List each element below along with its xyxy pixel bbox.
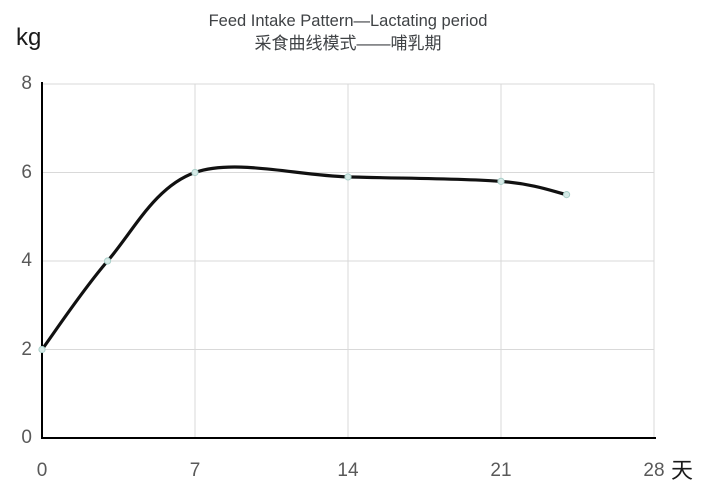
data-point-marker: [344, 173, 352, 181]
y-axis-unit-label: kg: [16, 24, 42, 51]
data-point-marker: [497, 177, 505, 185]
y-tick-label: 8: [21, 73, 32, 94]
series-line: [40, 165, 569, 352]
chart-subtitle: 采食曲线模式——哺乳期: [254, 34, 442, 53]
x-tick-label: 21: [490, 460, 512, 481]
x-tick-label: 0: [36, 460, 48, 481]
data-point-marker: [191, 168, 199, 177]
y-tick-label: 4: [21, 250, 32, 271]
x-tick-label: 28: [643, 460, 665, 481]
y-tick-label: 0: [21, 427, 32, 448]
data-point-marker: [38, 345, 46, 354]
chart-title: Feed Intake Pattern—Lactating period: [208, 12, 488, 30]
x-tick-label: 14: [337, 460, 359, 481]
data-point-marker: [562, 191, 571, 199]
x-tick-label: 7: [189, 460, 201, 481]
y-tick-label: 6: [21, 161, 32, 183]
x-axis-unit-label: 天: [671, 458, 694, 483]
y-tick-label: 2: [21, 338, 32, 360]
data-point-marker: [103, 257, 112, 265]
